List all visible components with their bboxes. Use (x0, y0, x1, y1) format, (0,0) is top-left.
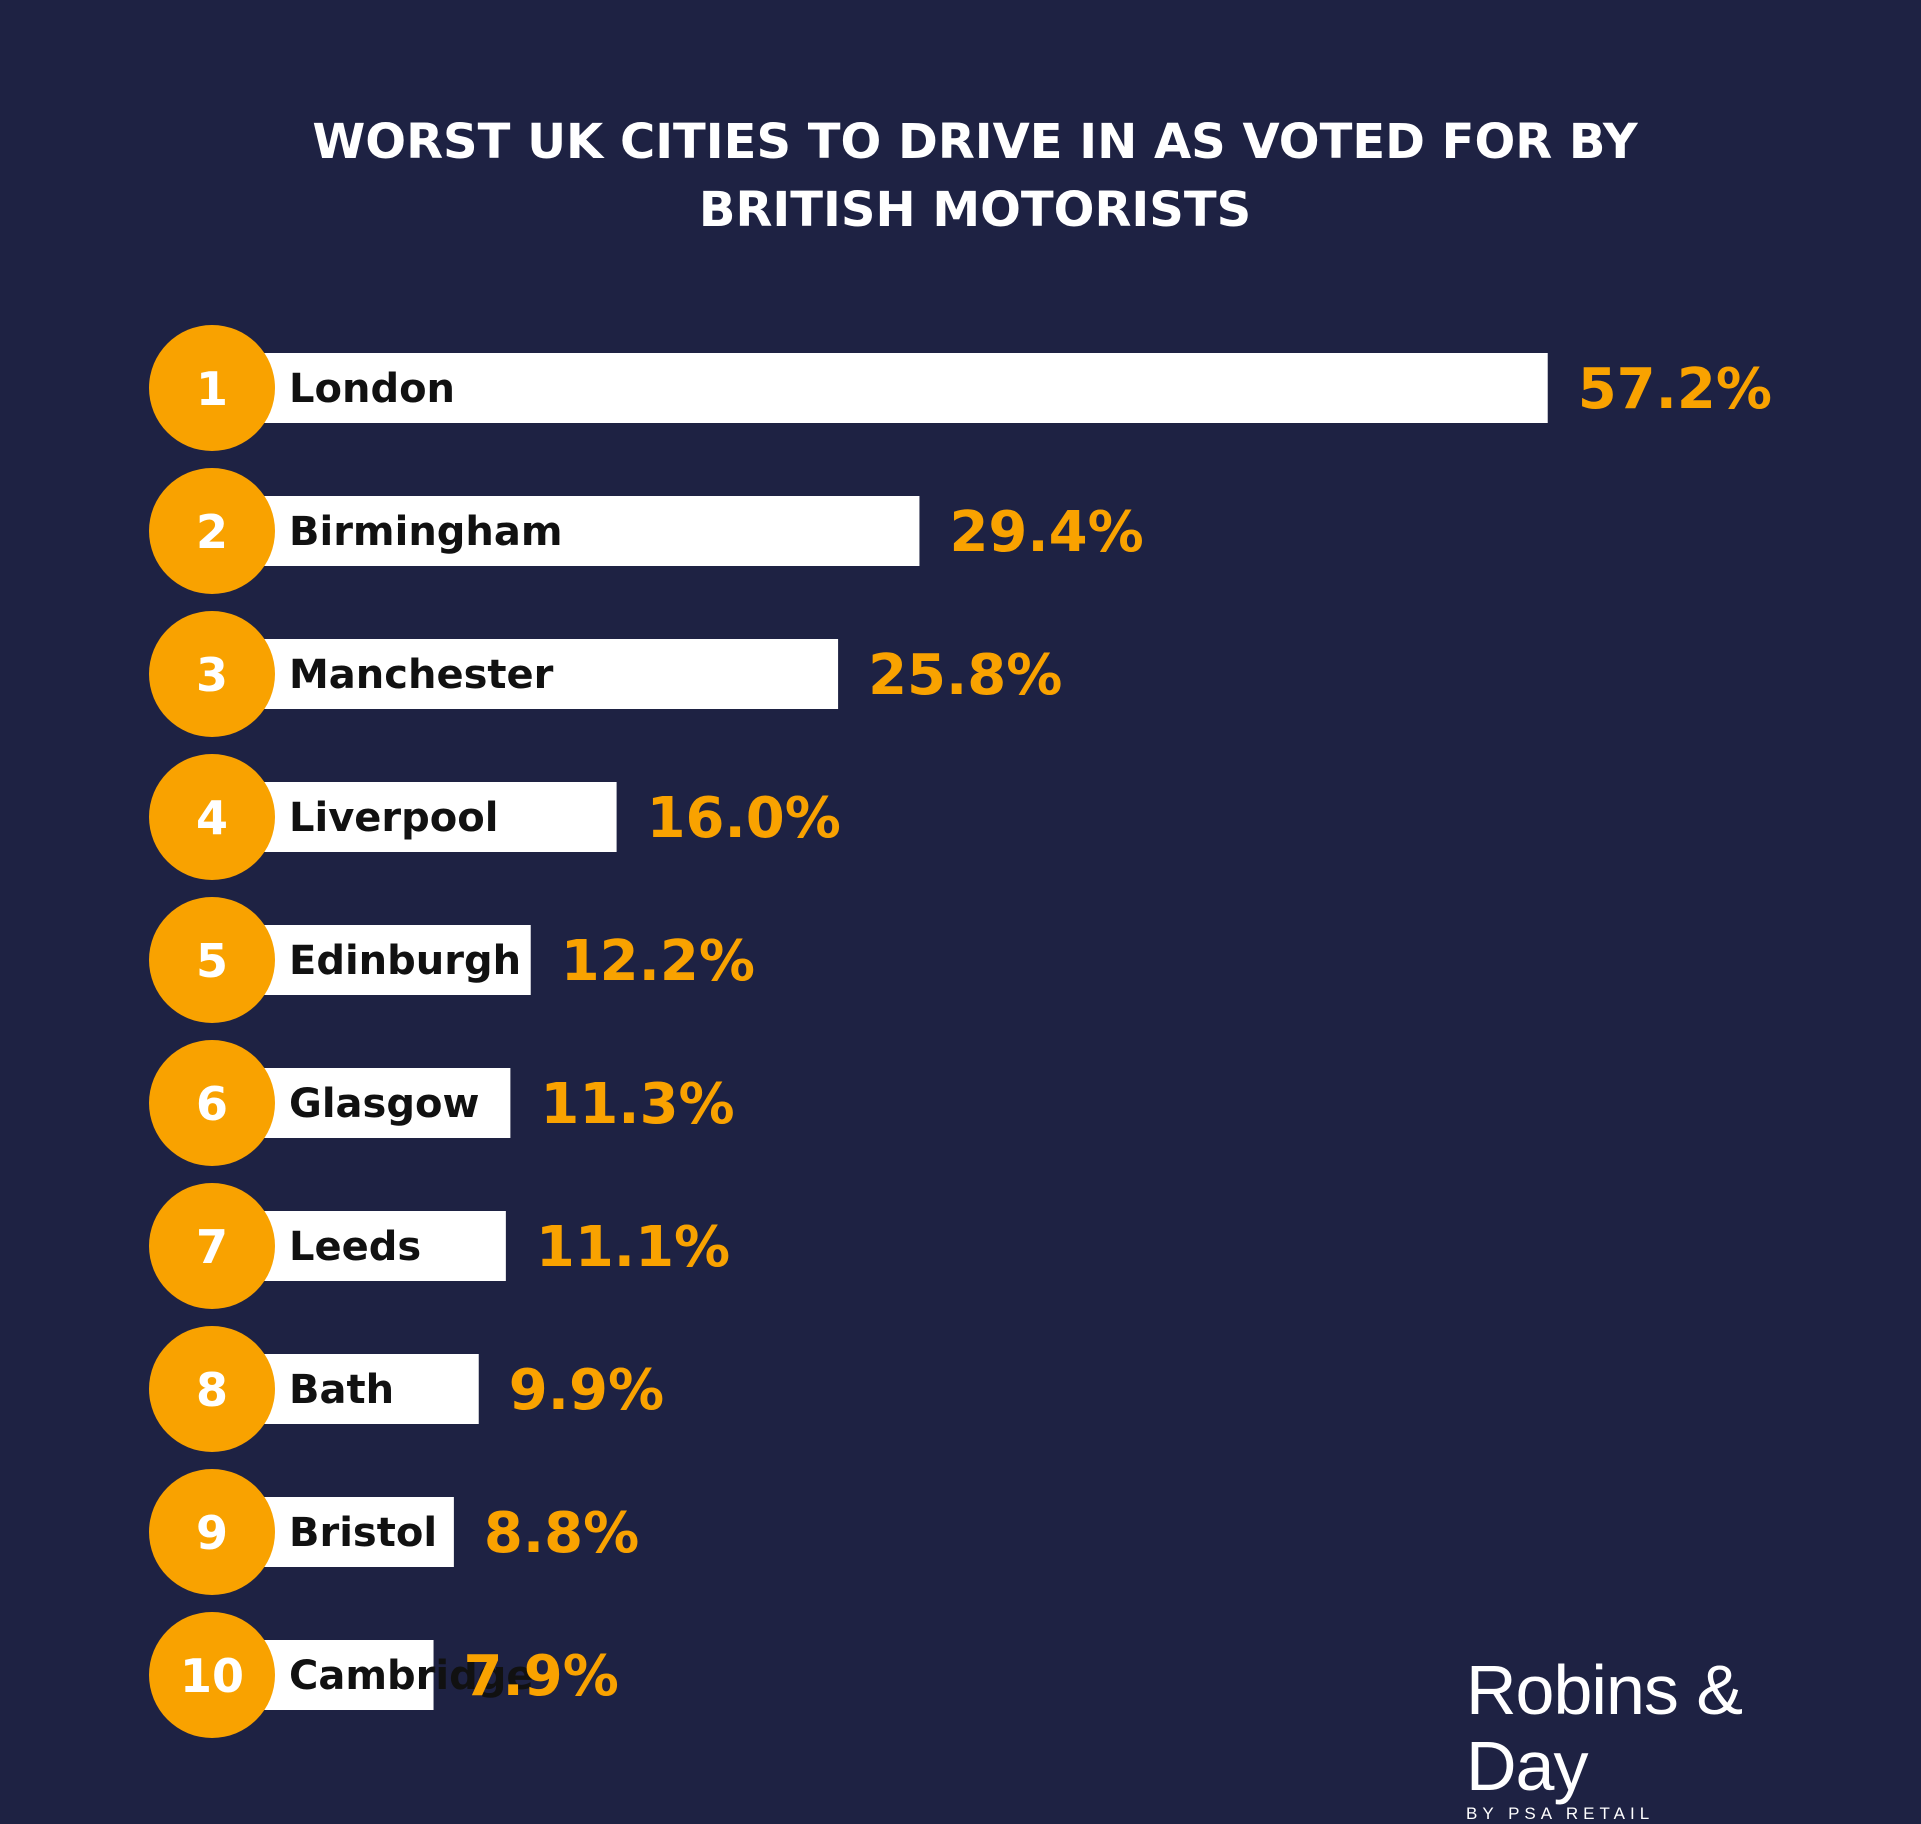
value-label: 11.1% (536, 1215, 730, 1280)
city-label: Leeds (289, 1224, 421, 1270)
rank-label: 3 (196, 648, 228, 702)
bar-row: 7 Leeds 11.1% (149, 1183, 730, 1309)
rank-label: 10 (180, 1649, 244, 1703)
bar-row: 3 Manchester 25.8% (149, 611, 1062, 737)
rank-label: 4 (196, 791, 228, 845)
logo-subtitle: BY PSA RETAIL (1466, 1804, 1655, 1823)
bar (255, 782, 617, 852)
city-label: Bristol (289, 1510, 437, 1556)
value-label: 9.9% (509, 1358, 664, 1423)
city-label: London (289, 366, 455, 412)
rank-circle (149, 325, 275, 451)
chart-title-line-2: BRITISH MOTORISTS (698, 182, 1252, 238)
bar (255, 1068, 511, 1138)
city-label: Glasgow (289, 1081, 479, 1127)
rank-label: 9 (196, 1506, 228, 1560)
bar-row: 1 London 57.2% (149, 325, 1772, 451)
city-label: Bath (289, 1367, 394, 1413)
bar (255, 353, 1548, 423)
value-label: 12.2% (561, 929, 755, 994)
bar (255, 639, 839, 709)
rank-circle (149, 468, 275, 594)
value-label: 25.8% (868, 643, 1062, 708)
rank-circle (149, 1612, 275, 1738)
value-label: 16.0% (647, 786, 841, 851)
rank-label: 6 (196, 1077, 228, 1131)
rank-circle (149, 897, 275, 1023)
bar-row: 5 Edinburgh 12.2% (149, 897, 755, 1023)
bar (255, 1497, 454, 1567)
rank-circle (149, 754, 275, 880)
bar (255, 925, 531, 995)
rank-label: 5 (196, 934, 228, 988)
city-label: Birmingham (289, 509, 563, 555)
value-label: 7.9% (464, 1644, 619, 1709)
chart-title-line-1: WORST UK CITIES TO DRIVE IN AS VOTED FOR… (312, 114, 1638, 170)
bar-row: 2 Birmingham 29.4% (149, 468, 1144, 594)
rank-circle (149, 1040, 275, 1166)
chart-title: WORST UK CITIES TO DRIVE IN AS VOTED FOR… (260, 108, 1690, 244)
value-label: 8.8% (484, 1501, 639, 1566)
rank-circle (149, 1326, 275, 1452)
bar-row: 9 Bristol 8.8% (149, 1469, 639, 1595)
rank-label: 7 (196, 1220, 228, 1274)
robins-and-day-logo: Robins & Day BY PSA RETAIL (1466, 1652, 1866, 1824)
logo-name: Robins & Day (1466, 1651, 1743, 1805)
value-label: 29.4% (949, 500, 1143, 565)
bar-row: 6 Glasgow 11.3% (149, 1040, 735, 1166)
bar (255, 1354, 479, 1424)
rank-label: 2 (196, 505, 228, 559)
city-label: Edinburgh (289, 938, 521, 984)
rank-circle (149, 611, 275, 737)
bar (255, 1211, 506, 1281)
bar-row: 4 Liverpool 16.0% (149, 754, 841, 880)
rank-circle (149, 1469, 275, 1595)
rank-label: 8 (196, 1363, 228, 1417)
value-label: 57.2% (1578, 357, 1772, 422)
city-label: Liverpool (289, 795, 498, 841)
city-label: Cambridge (289, 1653, 534, 1699)
city-label: Manchester (289, 652, 554, 698)
value-label: 11.3% (540, 1072, 734, 1137)
bar (255, 496, 920, 566)
rank-label: 1 (196, 362, 228, 416)
rank-circle (149, 1183, 275, 1309)
bar (255, 1640, 434, 1710)
bar-row: 8 Bath 9.9% (149, 1326, 664, 1452)
